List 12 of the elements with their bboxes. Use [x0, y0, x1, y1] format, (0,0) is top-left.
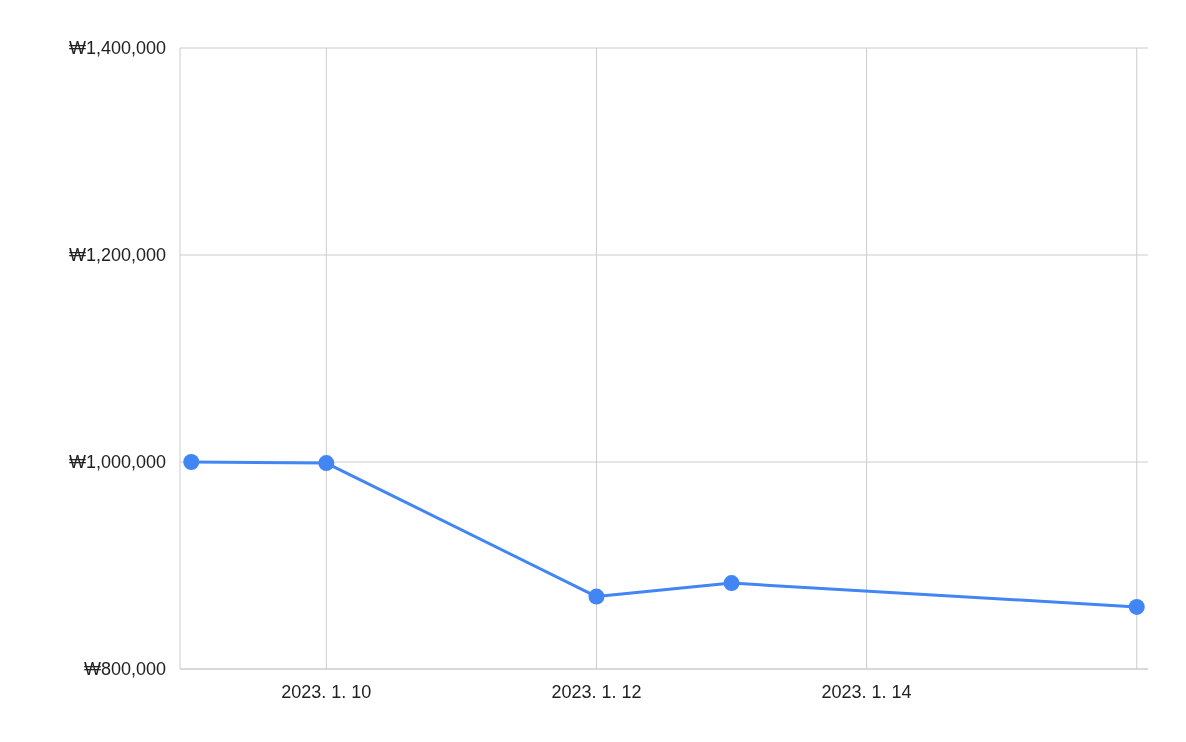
- x-tick-label: 2023. 1. 10: [281, 681, 372, 702]
- y-tick-label: ₩1,200,000: [68, 245, 166, 266]
- y-tick-label: ₩1,000,000: [68, 452, 166, 473]
- point: [183, 454, 200, 470]
- point: [723, 575, 740, 592]
- point: [1128, 598, 1145, 615]
- point: [588, 588, 605, 605]
- y-tick-label: ₩1,400,000: [68, 38, 166, 59]
- y-tick-label: ₩800,000: [83, 659, 166, 680]
- x-tick-label: 2023. 1. 14: [821, 681, 912, 702]
- point: [318, 455, 335, 472]
- x-tick-label: 2023. 1. 12: [551, 681, 642, 702]
